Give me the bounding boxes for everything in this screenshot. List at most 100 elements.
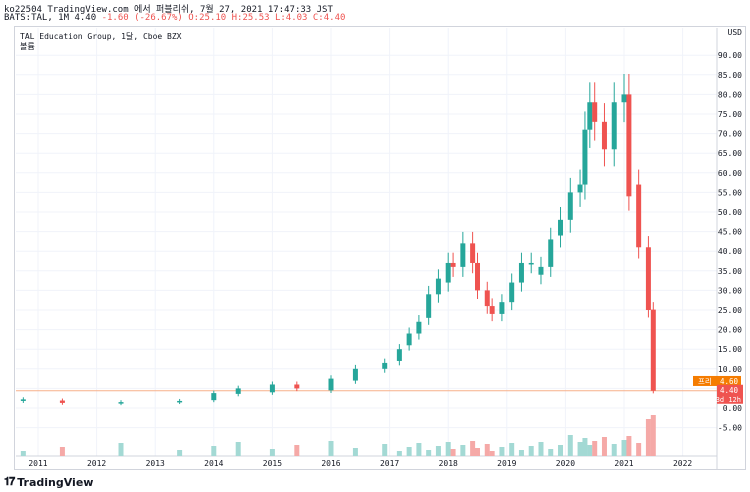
volume-bar [548, 449, 554, 456]
candle-body [211, 393, 217, 401]
candle-body [406, 333, 412, 346]
candle-body [650, 309, 656, 391]
candle-body [382, 362, 388, 369]
candle-body [445, 262, 451, 283]
y-tick-label: 75.00 [718, 110, 742, 119]
y-tick-label: 80.00 [718, 90, 742, 99]
y-tick-label: 40.00 [718, 247, 742, 256]
candle-body [636, 184, 642, 248]
brand-name: TradingView [17, 475, 94, 489]
x-tick-label: 2018 [439, 459, 458, 468]
last-price-value: 4.40 [720, 386, 739, 395]
candle-body [352, 368, 358, 381]
candle-body [450, 262, 456, 267]
candle-body [567, 192, 573, 220]
volume-bar [650, 415, 656, 456]
candle-body [460, 243, 466, 267]
volume-bar [645, 419, 651, 456]
candle-body [587, 102, 593, 130]
candle-body [177, 400, 183, 403]
candle-body [509, 282, 515, 303]
candle-body [558, 219, 564, 236]
volume-bar [601, 437, 607, 456]
candle-body [528, 262, 534, 265]
candle-body [626, 94, 632, 197]
candle-body [328, 378, 334, 391]
y-tick-label: 60.00 [718, 169, 742, 178]
candle-body [621, 94, 627, 103]
x-tick-label: 2015 [263, 459, 282, 468]
candle-body [269, 384, 275, 393]
volume-bar [567, 435, 573, 456]
y-tick-label: 15.00 [718, 345, 742, 354]
volume-bar [538, 442, 544, 456]
volume-bar [558, 445, 564, 456]
candle-body [235, 388, 241, 394]
y-tick-label: 55.00 [718, 188, 742, 197]
x-tick-label: 2014 [204, 459, 223, 468]
candle-body [601, 121, 607, 150]
y-tick-label: 30.00 [718, 286, 742, 295]
volume-bar [489, 451, 495, 456]
y-tick-label: 0.00 [723, 404, 742, 413]
candle-body [577, 184, 583, 193]
countdown-label: 3d 12h [716, 396, 741, 404]
candle-body [426, 294, 432, 318]
y-tick-label: -5.00 [718, 424, 742, 433]
y-tick-label: 70.00 [718, 130, 742, 139]
volume-bar [382, 444, 388, 456]
candle-body [582, 129, 588, 185]
last-price-badge [717, 384, 743, 404]
candle-body [294, 384, 300, 389]
prev-close-badge [693, 375, 741, 386]
candle-body [59, 400, 65, 403]
candle-body [416, 321, 422, 334]
x-tick-label: 2020 [556, 459, 575, 468]
volume-bar [20, 451, 26, 456]
volume-bar [626, 436, 632, 456]
y-tick-label: 10.00 [718, 365, 742, 374]
volume-bar [587, 445, 593, 456]
volume-bar [582, 438, 588, 456]
volume-bar [396, 451, 402, 456]
volume-bar [484, 444, 490, 456]
volume-bar [352, 448, 358, 456]
y-tick-label: 90.00 [718, 51, 742, 60]
candle-body [518, 262, 524, 283]
candle-body [396, 349, 402, 361]
y-tick-label: 35.00 [718, 267, 742, 276]
candle-body [484, 290, 490, 307]
y-tick-label: 85.00 [718, 71, 742, 80]
x-tick-label: 2013 [146, 459, 165, 468]
x-tick-label: 2011 [28, 459, 47, 468]
x-tick-label: 2021 [614, 459, 633, 468]
publish-info: ko22504 TradingView.com 에서 퍼블리쉬, 7월 27, … [4, 5, 333, 15]
change-value: -1.60 (-26.67%) [101, 13, 183, 23]
candle-body [470, 243, 476, 263]
volume-bar [406, 447, 412, 456]
chart-frame [14, 26, 746, 470]
y-tick-label: 65.00 [718, 149, 742, 158]
volume-bar [611, 444, 617, 456]
y-tick-label: 45.00 [718, 228, 742, 237]
volume-bar [269, 449, 275, 456]
candle-body [475, 262, 480, 291]
x-tick-label: 2017 [380, 459, 399, 468]
candle-body [538, 266, 544, 275]
x-tick-label: 2012 [87, 459, 106, 468]
x-tick-label: 2016 [321, 459, 340, 468]
volume-label: 볼륨 [20, 42, 35, 51]
y-tick-label: 50.00 [718, 208, 742, 217]
volume-bar [577, 442, 583, 456]
volume-bar [518, 450, 524, 456]
footer-brand: 𝟏𝟕 TradingView [4, 475, 93, 489]
tradingview-logo-icon: 𝟏𝟕 [4, 475, 15, 488]
candle-body [592, 102, 598, 122]
y-tick-label: 20.00 [718, 326, 742, 335]
volume-bar [636, 443, 642, 456]
volume-bar [509, 443, 515, 456]
x-tick-label: 2022 [673, 459, 692, 468]
candle-body [499, 302, 505, 314]
candle-body [548, 239, 554, 267]
